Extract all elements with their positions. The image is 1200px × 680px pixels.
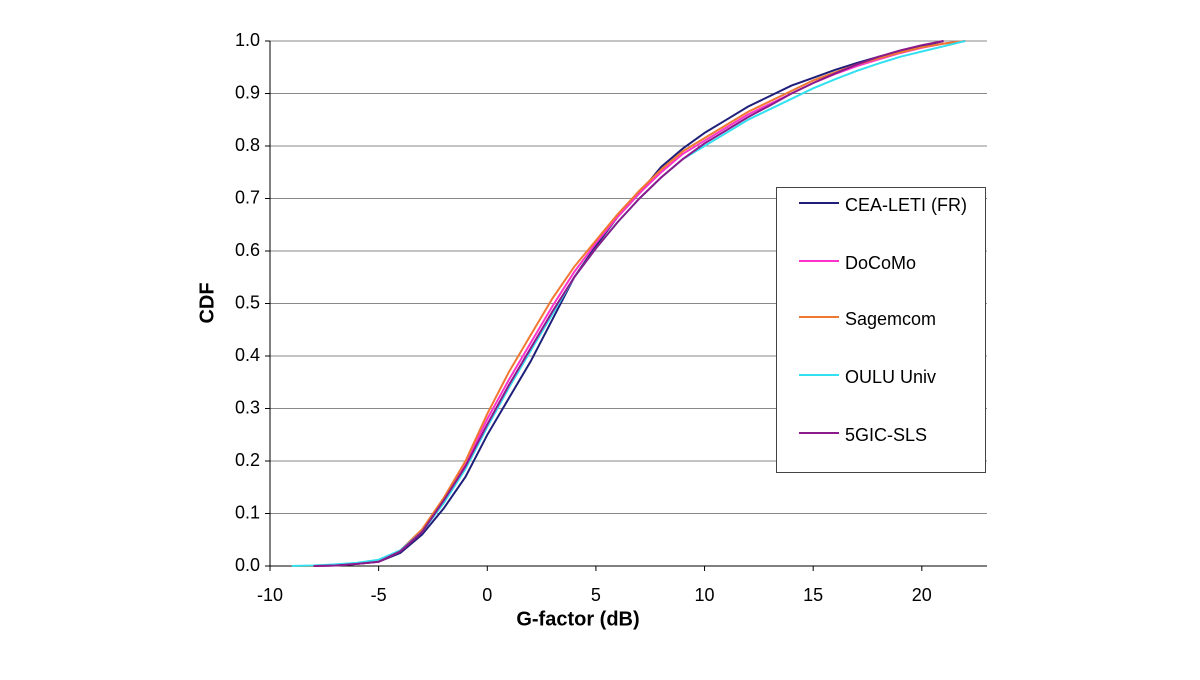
- legend-label: Sagemcom: [845, 309, 937, 329]
- y-axis-title: CDF: [196, 282, 218, 323]
- legend-entry: OULU Univ: [777, 364, 985, 390]
- y-tick-label: 0.4: [235, 345, 260, 365]
- legend-swatch: [799, 432, 839, 434]
- y-tick-label: 0.6: [235, 240, 260, 260]
- y-tick-label: 0.9: [235, 82, 260, 102]
- y-tick-label: 1.0: [235, 30, 260, 50]
- legend-entry: CEA-LETI (FR): [777, 192, 985, 218]
- y-tick-label: 0.5: [235, 292, 260, 312]
- x-tick-label: 5: [591, 585, 601, 605]
- series-line: [313, 40, 944, 567]
- legend: CEA-LETI (FR) DoCoMo Sagemcom OULU Univ 5GIC…: [776, 187, 986, 473]
- y-tick-label: 0.7: [235, 187, 260, 207]
- x-tick-label: -10: [257, 585, 283, 605]
- legend-entry: Sagemcom: [777, 306, 985, 332]
- y-tick-label: 0.8: [235, 135, 260, 155]
- y-tick-label: 0.3: [235, 397, 260, 417]
- y-tick-label: 0.2: [235, 450, 260, 470]
- x-axis-title: G-factor (dB): [516, 608, 639, 630]
- y-tick-label: 0.1: [235, 502, 260, 522]
- legend-label: 5GIC-SLS: [845, 425, 928, 445]
- legend-label: OULU Univ: [845, 367, 937, 387]
- legend-swatch: [799, 374, 839, 376]
- x-tick-label: -5: [371, 585, 387, 605]
- x-tick-label: 0: [482, 585, 492, 605]
- x-tick-label: 15: [803, 585, 823, 605]
- legend-swatch: [799, 202, 839, 204]
- legend-entry: DoCoMo: [777, 250, 985, 276]
- legend-label: DoCoMo: [845, 253, 917, 273]
- legend-entry: 5GIC-SLS: [777, 422, 985, 448]
- x-tick-label: 20: [912, 585, 932, 605]
- legend-label: CEA-LETI (FR): [845, 195, 968, 215]
- legend-swatch: [799, 260, 839, 262]
- legend-swatch: [799, 316, 839, 318]
- y-tick-label: 0.0: [235, 555, 260, 575]
- x-tick-label: 10: [695, 585, 715, 605]
